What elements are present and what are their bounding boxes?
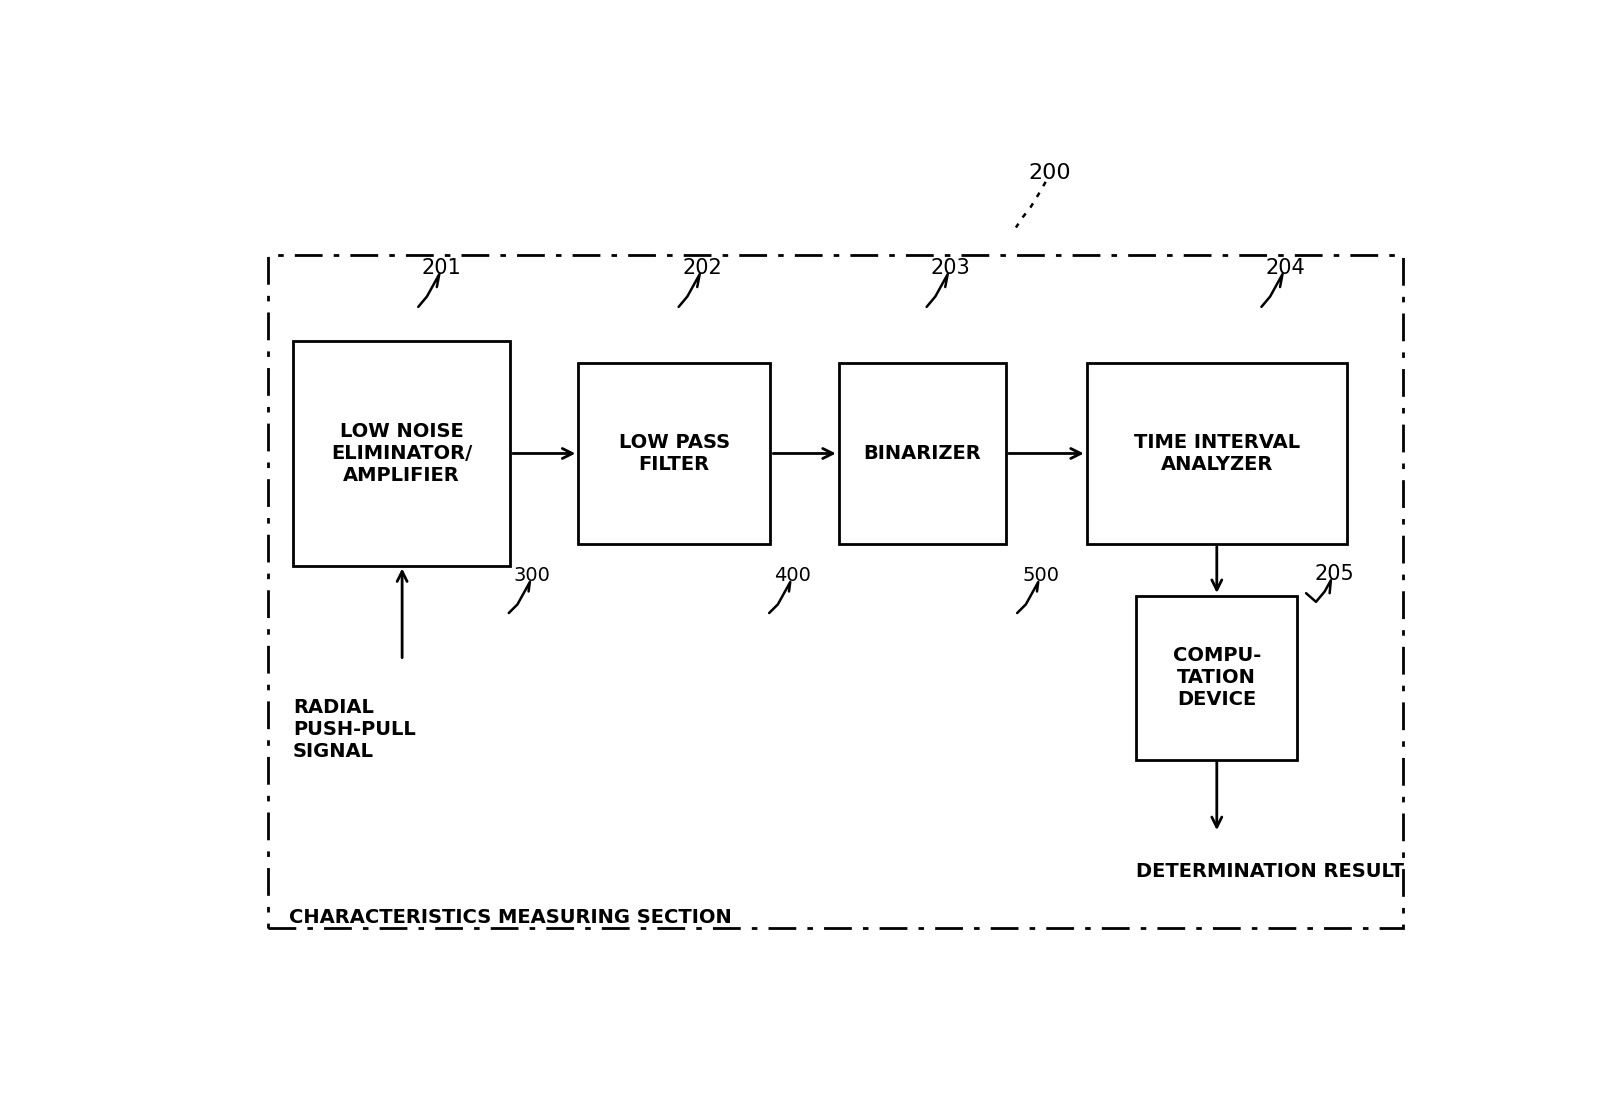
- Text: COMPU-
TATION
DEVICE: COMPU- TATION DEVICE: [1173, 646, 1261, 709]
- Text: DETERMINATION RESULT: DETERMINATION RESULT: [1136, 862, 1405, 881]
- Text: 300: 300: [514, 567, 550, 586]
- Text: LOW PASS
FILTER: LOW PASS FILTER: [619, 433, 730, 474]
- Text: 203: 203: [930, 258, 970, 278]
- Text: 201: 201: [422, 258, 462, 278]
- Text: BINARIZER: BINARIZER: [864, 444, 981, 463]
- Bar: [1086, 363, 1347, 544]
- Bar: [1136, 596, 1298, 759]
- Text: 202: 202: [682, 258, 722, 278]
- Text: 200: 200: [1029, 164, 1070, 184]
- Text: 205: 205: [1315, 564, 1355, 585]
- Text: CHARACTERISTICS MEASURING SECTION: CHARACTERISTICS MEASURING SECTION: [290, 908, 733, 927]
- Bar: [293, 342, 510, 566]
- Bar: [838, 363, 1006, 544]
- Text: 400: 400: [774, 567, 811, 586]
- Bar: [269, 255, 1403, 927]
- Bar: [578, 363, 771, 544]
- Text: 500: 500: [1022, 567, 1059, 586]
- Text: TIME INTERVAL
ANALYZER: TIME INTERVAL ANALYZER: [1134, 433, 1299, 474]
- Text: RADIAL
PUSH-PULL
SIGNAL: RADIAL PUSH-PULL SIGNAL: [293, 698, 416, 760]
- Text: 204: 204: [1266, 258, 1306, 278]
- Text: LOW NOISE
ELIMINATOR/
AMPLIFIER: LOW NOISE ELIMINATOR/ AMPLIFIER: [331, 422, 472, 485]
